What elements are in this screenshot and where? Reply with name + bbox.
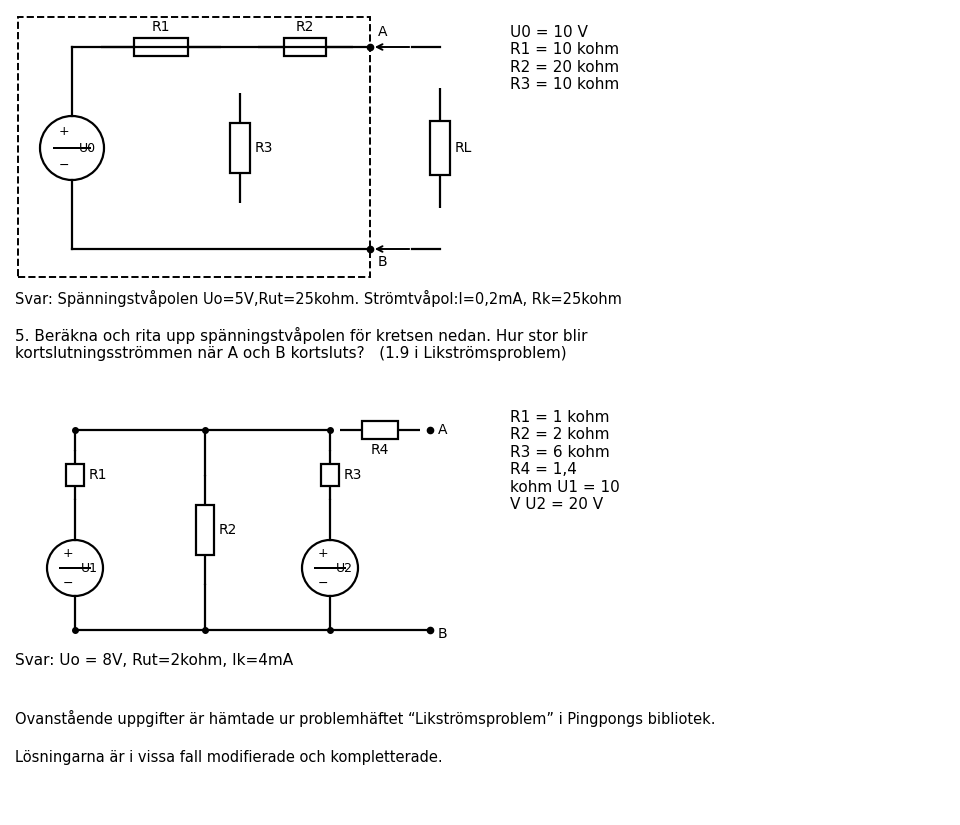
Text: Svar: Uo = 8V, Rut=2kohm, Ik=4mA: Svar: Uo = 8V, Rut=2kohm, Ik=4mA [15, 653, 293, 668]
Text: Ovanstående uppgifter är hämtade ur problemhäftet “Likströmsproblem” i Pingpongs: Ovanstående uppgifter är hämtade ur prob… [15, 710, 715, 727]
Text: −: − [62, 577, 73, 590]
Bar [134, 38, 188, 56]
Text: RL: RL [455, 141, 472, 155]
Text: −: − [59, 159, 69, 172]
Text: U0: U0 [79, 142, 96, 154]
Bar [230, 123, 250, 172]
Text: Svar: Spänningstvåpolen Uo=5V,Rut=25kohm. Strömtvåpol:I=0,2mA, Rk=25kohm: Svar: Spänningstvåpolen Uo=5V,Rut=25kohm… [15, 290, 622, 307]
Text: U0 = 10 V
R1 = 10 kohm
R2 = 20 kohm
R3 = 10 kohm: U0 = 10 V R1 = 10 kohm R2 = 20 kohm R3 =… [510, 25, 619, 92]
Bar [283, 38, 326, 56]
Text: A: A [378, 25, 388, 39]
Text: −: − [318, 577, 328, 590]
Text: R2: R2 [219, 523, 237, 537]
Text: 5. Beräkna och rita upp spänningstvåpolen för kretsen nedan. Hur stor blir
korts: 5. Beräkna och rita upp spänningstvåpole… [15, 327, 588, 361]
Text: U1: U1 [81, 562, 98, 574]
Bar [196, 505, 214, 554]
Text: Lösningarna är i vissa fall modifierade och kompletterade.: Lösningarna är i vissa fall modifierade … [15, 750, 443, 765]
Text: B: B [378, 255, 388, 269]
Bar [430, 121, 450, 175]
Text: +: + [59, 125, 69, 138]
Text: R3: R3 [344, 468, 362, 482]
Text: +: + [318, 547, 328, 560]
Text: +: + [62, 547, 73, 560]
Bar [66, 464, 84, 486]
Text: A: A [438, 423, 447, 437]
Circle shape [40, 116, 104, 180]
Text: R1: R1 [89, 468, 108, 482]
Text: U2: U2 [336, 562, 352, 574]
Circle shape [302, 540, 358, 596]
Bar [18, 17, 370, 277]
Text: R1: R1 [152, 20, 170, 34]
Text: R3: R3 [255, 141, 274, 155]
Text: R2: R2 [296, 20, 314, 34]
Text: R4: R4 [371, 443, 389, 457]
Text: B: B [438, 627, 447, 641]
Text: R1 = 1 kohm
R2 = 2 kohm
R3 = 6 kohm
R4 = 1,4
kohm U1 = 10
V U2 = 20 V: R1 = 1 kohm R2 = 2 kohm R3 = 6 kohm R4 =… [510, 410, 620, 512]
Bar [321, 464, 339, 486]
Bar [362, 421, 398, 439]
Circle shape [47, 540, 103, 596]
